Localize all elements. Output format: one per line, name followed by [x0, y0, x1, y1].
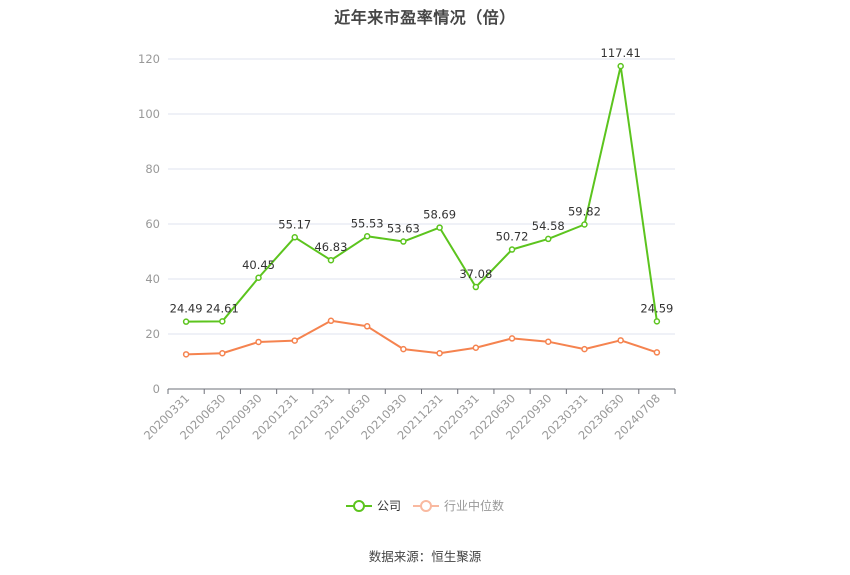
data-point[interactable] [327, 317, 335, 325]
y-tick-label: 40 [145, 272, 160, 286]
data-point[interactable] [508, 246, 516, 253]
data-point[interactable] [291, 337, 298, 344]
data-label: 55.53 [351, 216, 384, 230]
data-point[interactable] [617, 337, 624, 344]
industry-line [186, 319, 658, 356]
data-point[interactable] [545, 235, 552, 243]
data-label: 46.83 [314, 240, 347, 254]
data-label: 58.69 [423, 208, 456, 222]
data-point[interactable] [182, 351, 190, 358]
data-point[interactable] [581, 345, 588, 353]
data-point[interactable] [436, 350, 443, 357]
data-point[interactable] [182, 318, 190, 325]
chart-title: 近年来市盈率情况（倍） [334, 8, 516, 27]
company-line [186, 65, 658, 323]
data-label: 37.08 [459, 267, 492, 281]
legend-item-industry[interactable]: 行业中位数 [413, 497, 504, 514]
data-label: 40.45 [242, 258, 275, 272]
y-axis: 0 20 40 60 80 100 120 [138, 52, 160, 396]
data-point[interactable] [327, 256, 335, 264]
data-label: 59.82 [568, 204, 601, 218]
legend-item-company[interactable]: 公司 [345, 497, 401, 514]
x-axis: 2020033120200630202009302020123120210331… [141, 388, 676, 443]
data-label: 53.63 [387, 222, 420, 236]
data-point[interactable] [219, 318, 226, 325]
legend: 公司 行业中位数 [0, 497, 850, 514]
data-label: 117.41 [601, 46, 641, 60]
data-point[interactable] [363, 233, 371, 240]
data-source: 数据来源：恒生聚源 [368, 549, 482, 564]
data-point[interactable] [472, 283, 480, 291]
data-point[interactable] [472, 344, 480, 351]
y-tick-label: 0 [153, 382, 160, 396]
y-tick-label: 20 [145, 327, 160, 341]
data-point[interactable] [255, 274, 262, 282]
data-point[interactable] [617, 62, 624, 70]
y-tick-label: 80 [145, 162, 160, 176]
data-label: 55.17 [278, 217, 311, 231]
data-point[interactable] [291, 234, 298, 241]
y-tick-label: 120 [138, 52, 160, 66]
legend-company-line-icon [345, 499, 372, 512]
data-label: 24.61 [206, 301, 239, 315]
data-point[interactable] [653, 318, 661, 325]
series-layer [182, 62, 661, 358]
legend-industry-line-icon [413, 499, 439, 512]
data-point[interactable] [653, 349, 661, 356]
data-point[interactable] [255, 338, 262, 346]
data-label: 54.58 [532, 219, 565, 233]
data-point[interactable] [363, 323, 371, 330]
data-point[interactable] [545, 338, 552, 345]
y-tick-label: 100 [138, 107, 160, 121]
data-point[interactable] [436, 224, 443, 231]
data-point[interactable] [508, 335, 516, 342]
data-label: 24.49 [170, 302, 203, 316]
data-point[interactable] [581, 221, 588, 228]
data-label: 50.72 [496, 230, 529, 244]
legend-label-industry: 行业中位数 [444, 499, 505, 513]
data-label: 24.59 [640, 301, 673, 315]
legend-label-company: 公司 [376, 499, 401, 513]
y-tick-label: 60 [145, 217, 160, 231]
data-point[interactable] [219, 350, 226, 357]
grid-lines [168, 58, 675, 335]
data-point[interactable] [400, 345, 407, 353]
data-point[interactable] [400, 238, 407, 245]
